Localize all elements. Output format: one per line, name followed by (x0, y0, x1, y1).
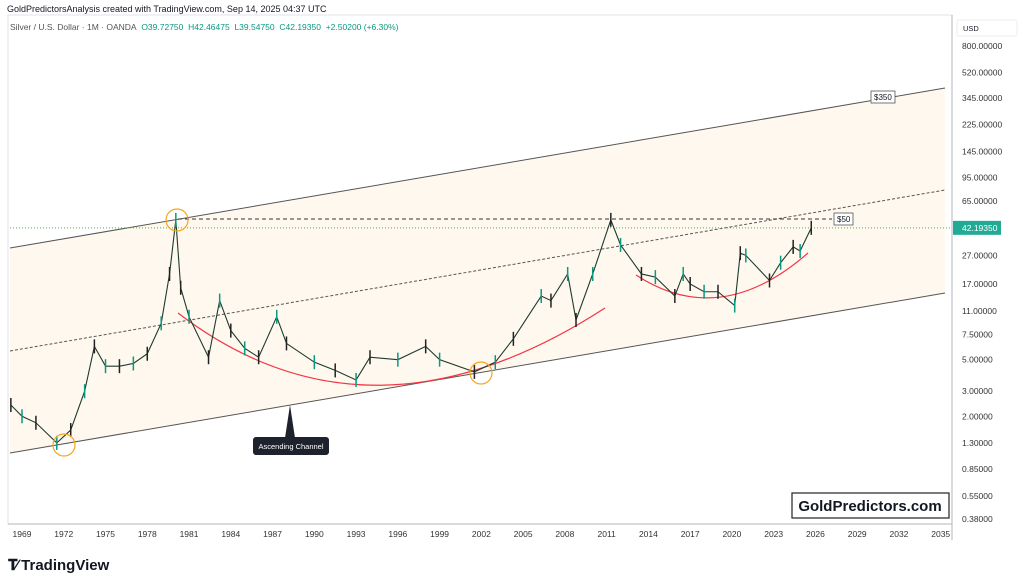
y-tick-label: 3.00000 (962, 386, 993, 396)
pivot-circle (52, 433, 76, 457)
label-50-box (833, 212, 854, 226)
callout-arrow (285, 405, 295, 438)
y-tick-label: 7.50000 (962, 330, 993, 340)
x-tick-label: 2020 (722, 529, 741, 539)
y-tick-label: 345.00000 (962, 93, 1002, 103)
x-tick-label: 1975 (96, 529, 115, 539)
y-tick-label: 0.85000 (962, 464, 993, 474)
x-tick-label: 1978 (138, 529, 157, 539)
watermark-box (791, 492, 950, 519)
x-tick-label: 2005 (514, 529, 533, 539)
x-tick-label: 2002 (472, 529, 491, 539)
y-tick-label: 0.38000 (962, 514, 993, 524)
ohlc-change: +2.50200 (+6.30%) (325, 22, 399, 32)
x-tick-label: 1996 (388, 529, 407, 539)
rounding-bottom-arc-1 (177, 307, 606, 386)
rounding-bottom-arc-2 (635, 252, 809, 299)
chart-credit: GoldPredictorsAnalysis created with Trad… (7, 4, 327, 14)
channel-fill (10, 88, 945, 453)
symbol-legend: Silver / U.S. Dollar · 1M · OANDA O39.72… (10, 22, 398, 32)
pivot-circle (165, 208, 189, 232)
tradingview-logo: 𝐓∕ TradingView (8, 557, 109, 574)
x-tick-label: 2023 (764, 529, 783, 539)
x-tick-label: 1993 (347, 529, 366, 539)
y-tick-label: 520.00000 (962, 68, 1002, 78)
x-tick-label: 2032 (889, 529, 908, 539)
tradingview-logo-icon: 𝐓∕ (8, 557, 18, 574)
x-tick-label: 1972 (54, 529, 73, 539)
y-tick-label: 0.55000 (962, 491, 993, 501)
x-tick-label: 1969 (13, 529, 32, 539)
y-tick-label: 1.30000 (962, 438, 993, 448)
callout-box (253, 437, 329, 455)
currency-label: USD (963, 24, 979, 33)
y-tick-label: 800.00000 (962, 41, 1002, 51)
y-tick-label: 27.00000 (962, 250, 998, 260)
symbol-name[interactable]: Silver / U.S. Dollar · 1M · OANDA (10, 22, 137, 32)
label-350-box (870, 90, 896, 104)
y-tick-label: 5.00000 (962, 355, 993, 365)
x-tick-label: 2014 (639, 529, 658, 539)
watermark-text: GoldPredictors.com (798, 498, 941, 515)
y-tick-label: 145.00000 (962, 147, 1002, 157)
x-tick-label: 2029 (848, 529, 867, 539)
x-tick-label: 1984 (221, 529, 240, 539)
tradingview-brand: TradingView (21, 557, 110, 574)
y-tick-label: 65.00000 (962, 196, 998, 206)
x-tick-label: 2008 (555, 529, 574, 539)
x-tick-label: 1987 (263, 529, 282, 539)
ohlc-high: H42.46475 (188, 22, 230, 32)
x-tick-label: 1981 (180, 529, 199, 539)
y-tick-label: 17.00000 (962, 279, 998, 289)
y-tick-label: 95.00000 (962, 173, 998, 183)
y-tick-label: 11.00000 (962, 306, 997, 316)
channel-lower-line (9, 292, 946, 454)
ohlc-close: C42.19350 (279, 22, 321, 32)
currency-box (956, 19, 1018, 37)
x-tick-label: 1990 (305, 529, 324, 539)
x-tick-label: 2026 (806, 529, 825, 539)
x-tick-label: 2011 (597, 529, 616, 539)
ohlc-low: L39.54750 (234, 22, 275, 32)
y-tick-label: 225.00000 (962, 119, 1002, 129)
x-tick-label: 2035 (931, 529, 950, 539)
ohlc-open: O39.72750 (141, 22, 184, 32)
x-tick-label: 2017 (681, 529, 700, 539)
x-tick-label: 1999 (430, 529, 449, 539)
label-50: $50 (837, 215, 851, 224)
pivot-circle (469, 361, 493, 385)
y-tick-label: 2.00000 (962, 411, 993, 421)
last-price-badge (953, 220, 1001, 235)
last-price-label: 42.19350 (962, 223, 998, 233)
label-350: $350 (874, 93, 892, 102)
callout-ascending-channel: Ascending Channel (258, 442, 323, 451)
channel-mid-line (9, 189, 946, 352)
